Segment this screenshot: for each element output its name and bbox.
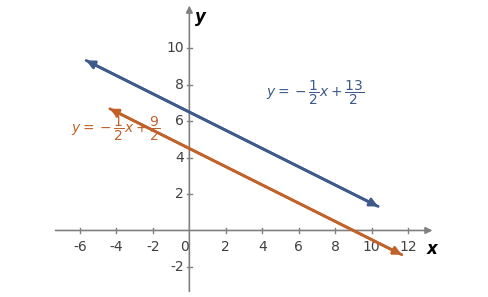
Text: 2: 2 — [222, 240, 230, 254]
Text: y: y — [195, 8, 206, 26]
Text: -2: -2 — [170, 260, 184, 274]
Text: 12: 12 — [399, 240, 417, 254]
Text: -4: -4 — [110, 240, 123, 254]
Text: 8: 8 — [175, 78, 184, 92]
Text: 6: 6 — [294, 240, 303, 254]
Text: 10: 10 — [363, 240, 380, 254]
Text: 8: 8 — [331, 240, 340, 254]
Text: $y = -\dfrac{1}{2}x + \dfrac{9}{2}$: $y = -\dfrac{1}{2}x + \dfrac{9}{2}$ — [71, 115, 160, 143]
Text: 6: 6 — [175, 114, 184, 128]
Text: 0: 0 — [181, 240, 189, 254]
Text: -6: -6 — [73, 240, 87, 254]
Text: 4: 4 — [258, 240, 266, 254]
Text: 10: 10 — [166, 41, 184, 55]
Text: 4: 4 — [175, 151, 184, 165]
Text: 2: 2 — [175, 187, 184, 201]
Text: -2: -2 — [146, 240, 160, 254]
Text: x: x — [426, 241, 437, 258]
Text: $y = -\dfrac{1}{2}x + \dfrac{13}{2}$: $y = -\dfrac{1}{2}x + \dfrac{13}{2}$ — [266, 78, 364, 107]
